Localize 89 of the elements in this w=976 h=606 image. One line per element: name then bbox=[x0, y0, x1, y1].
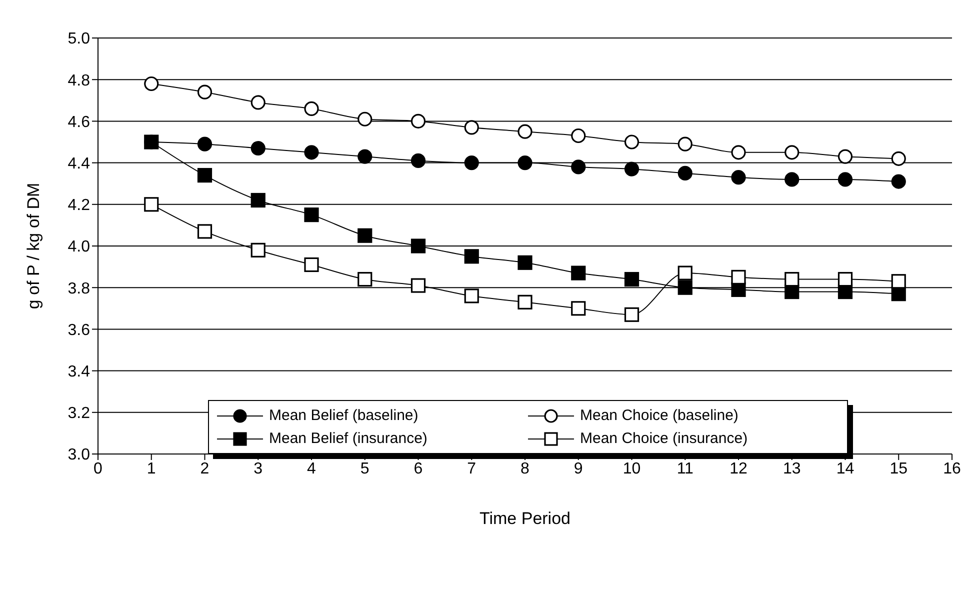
y-tick-label: 3.2 bbox=[68, 405, 90, 422]
legend-label: Mean Belief (baseline) bbox=[269, 407, 418, 424]
point bbox=[250, 192, 266, 208]
x-tick-label: 16 bbox=[943, 460, 961, 478]
point bbox=[358, 272, 372, 287]
point bbox=[518, 294, 532, 310]
y-tick-label: 5.0 bbox=[68, 30, 90, 48]
point bbox=[784, 145, 800, 160]
y-tick-label: 3.8 bbox=[68, 280, 90, 298]
point bbox=[678, 266, 692, 280]
y-tick-label: 3.4 bbox=[68, 363, 90, 380]
point bbox=[784, 272, 800, 287]
x-tick-label: 8 bbox=[520, 460, 530, 478]
point bbox=[304, 257, 319, 272]
legend-label: Mean Choice (baseline) bbox=[580, 407, 738, 424]
point bbox=[197, 136, 212, 152]
x-tick-label: 15 bbox=[890, 460, 908, 478]
point bbox=[464, 120, 479, 135]
point bbox=[358, 228, 372, 243]
point bbox=[518, 124, 532, 139]
point bbox=[197, 168, 212, 183]
x-tick-label: 6 bbox=[414, 460, 423, 478]
legend-label: Mean Belief (insurance) bbox=[269, 430, 428, 447]
y-tick-label: 4.8 bbox=[68, 72, 90, 90]
point bbox=[571, 160, 586, 174]
point bbox=[624, 307, 640, 322]
y-tick-label: 4.4 bbox=[68, 155, 90, 172]
point bbox=[784, 172, 800, 187]
point bbox=[197, 224, 212, 239]
x-tick-label: 13 bbox=[782, 460, 801, 478]
point bbox=[571, 301, 586, 316]
point bbox=[838, 172, 853, 187]
point bbox=[678, 280, 692, 295]
point bbox=[891, 151, 906, 166]
point bbox=[624, 162, 640, 176]
x-tick-label: 5 bbox=[360, 460, 370, 478]
point bbox=[731, 270, 746, 284]
y-tick-label: 3.0 bbox=[68, 446, 90, 464]
point bbox=[731, 170, 746, 185]
point bbox=[410, 114, 426, 128]
x-tick-label: 9 bbox=[574, 460, 583, 478]
x-tick-label: 3 bbox=[254, 460, 263, 478]
point bbox=[571, 266, 586, 280]
point bbox=[144, 197, 159, 212]
y-tick-label: 4.0 bbox=[68, 238, 90, 256]
y-axis-title: g of P / kg of DM bbox=[24, 182, 44, 310]
x-tick-label: 10 bbox=[622, 460, 641, 478]
point bbox=[304, 101, 319, 116]
point bbox=[410, 278, 426, 293]
x-tick-label: 1 bbox=[146, 460, 156, 478]
point bbox=[678, 136, 692, 152]
x-axis-title: Time Period bbox=[479, 509, 571, 528]
x-tick-label: 0 bbox=[94, 460, 103, 478]
point bbox=[410, 153, 426, 168]
legend-label: Mean Choice (insurance) bbox=[580, 430, 748, 447]
point bbox=[464, 288, 479, 304]
x-tick-label: 12 bbox=[730, 460, 748, 478]
y-tick-label: 4.2 bbox=[68, 197, 90, 214]
point bbox=[410, 238, 426, 254]
point bbox=[891, 174, 906, 189]
point bbox=[358, 149, 372, 164]
point bbox=[518, 156, 532, 170]
point bbox=[838, 272, 853, 287]
x-tick-label: 7 bbox=[467, 460, 476, 478]
point bbox=[250, 242, 266, 258]
point bbox=[144, 134, 159, 150]
point bbox=[731, 145, 746, 160]
point bbox=[571, 128, 586, 144]
point bbox=[464, 249, 479, 264]
x-tick-label: 4 bbox=[307, 460, 316, 478]
point bbox=[624, 272, 640, 287]
point bbox=[464, 156, 479, 170]
point bbox=[678, 166, 692, 180]
point bbox=[250, 95, 266, 110]
x-tick-label: 11 bbox=[676, 460, 694, 478]
point bbox=[250, 140, 266, 156]
point bbox=[838, 149, 853, 164]
x-tick-label: 14 bbox=[836, 460, 854, 478]
point bbox=[304, 145, 319, 160]
y-tick-label: 3.6 bbox=[68, 322, 90, 339]
x-tick-label: 2 bbox=[200, 460, 210, 478]
point bbox=[304, 208, 319, 222]
y-tick-label: 4.6 bbox=[68, 114, 90, 131]
point bbox=[144, 76, 159, 92]
point bbox=[358, 112, 372, 126]
point bbox=[891, 274, 906, 289]
point bbox=[624, 134, 640, 150]
point bbox=[518, 255, 532, 270]
point bbox=[197, 84, 212, 100]
